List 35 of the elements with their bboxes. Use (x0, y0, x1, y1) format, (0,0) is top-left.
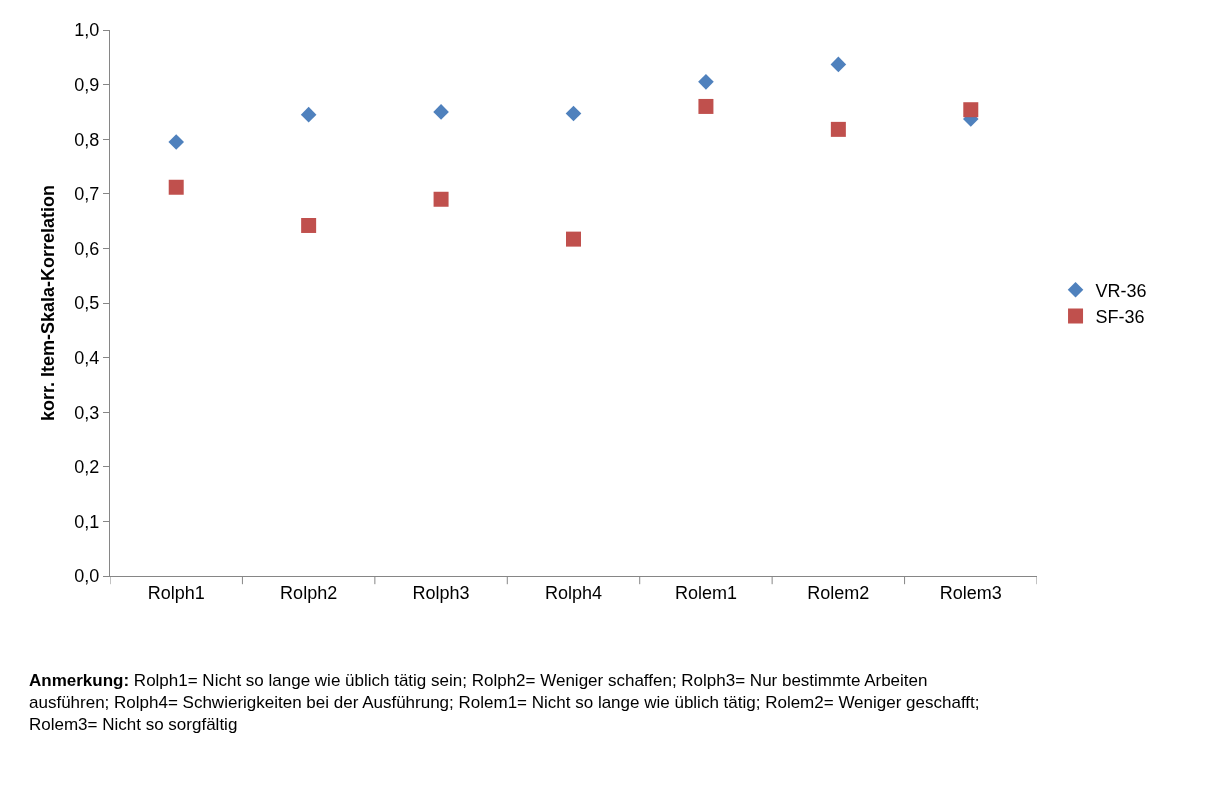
y-axis-title: korr. Item-Skala-Korrelation (37, 184, 58, 422)
y-tick-label: 0,7 (74, 184, 100, 205)
legend-label: VR-36 (1095, 280, 1147, 301)
text: Anmerkung: Rolph1= Nicht so lange wie üblich tätig sein; Rolph2= Weniger schaffen; Rolph3= Nur bestimmte Arbeiten ausführen; Rolph4= Schwierigkeiten bei der Ausführung; Rolem1= Nicht so lange wie üblich tätig; Rolem2= Weniger geschafft; Rolem3= Nicht so sorgfältig (29, 671, 980, 735)
point (168, 179, 184, 195)
y-tick-label: 0,1 (74, 511, 100, 532)
point (301, 217, 317, 233)
legend-label: SF-36 (1095, 307, 1145, 328)
y-tick-label: 0,4 (74, 347, 100, 368)
point (433, 104, 449, 120)
x-tick-label: Rolph2 (280, 582, 338, 603)
y-tick-label: 0,2 (74, 457, 100, 478)
point (565, 105, 582, 122)
y-tick-label: 0,8 (74, 129, 100, 150)
point (830, 56, 847, 73)
point (830, 121, 846, 137)
x-tick-label: Rolem2 (807, 582, 870, 603)
x-tick-label: Rolph1 (147, 582, 205, 603)
point (698, 98, 714, 114)
point (698, 74, 714, 90)
y-tick-label: 0,0 (74, 566, 100, 587)
point (566, 231, 581, 247)
y-tick-label: 0,3 (74, 402, 100, 423)
x-tick-label: Rolph4 (544, 582, 603, 603)
x-tick-label: Rolph3 (412, 582, 470, 603)
y-tick-label: 0,6 (74, 238, 100, 259)
x-tick-label: Rolem3 (939, 582, 1002, 603)
point (300, 106, 317, 123)
point (433, 191, 449, 207)
y-tick-label: 0,5 (74, 293, 100, 314)
point (168, 134, 185, 150)
x-tick-label: Rolem1 (674, 582, 737, 603)
point (963, 102, 979, 118)
y-tick-label: 0,9 (74, 74, 100, 95)
y-tick-label: 1,0 (74, 20, 100, 41)
